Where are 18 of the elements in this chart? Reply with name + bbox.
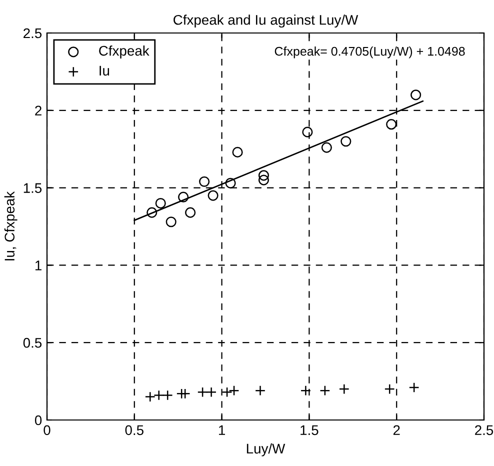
y-axis-title: Iu, Cfxpeak: [4, 191, 18, 260]
y-tick-label: 2: [35, 106, 42, 116]
x-tick-label: 0.5: [125, 425, 144, 436]
chart-title: Cfxpeak and Iu against Luy/W: [174, 14, 358, 28]
y-tick-label: 0: [34, 415, 42, 426]
y-tick-label: 2.5: [24, 28, 42, 38]
x-tick-label: 1: [218, 425, 225, 435]
x-tick-label: 1.5: [300, 425, 318, 436]
y-tick-label: 0.5: [23, 338, 42, 348]
x-tick-label: 2.5: [475, 425, 494, 436]
x-axis-title: Luy/W: [246, 443, 286, 456]
y-tick-label: 1: [35, 260, 42, 270]
y-tick-label: 1.5: [24, 183, 42, 193]
annotation: Cfxpeak= 0.4705(Luy/W) + 1.0498: [274, 46, 465, 58]
legend-label: Cfxpeak: [99, 46, 150, 58]
legend-label: Iu: [100, 66, 110, 76]
x-tick-label: 0: [44, 425, 50, 436]
x-tick-label: 2: [393, 425, 400, 435]
